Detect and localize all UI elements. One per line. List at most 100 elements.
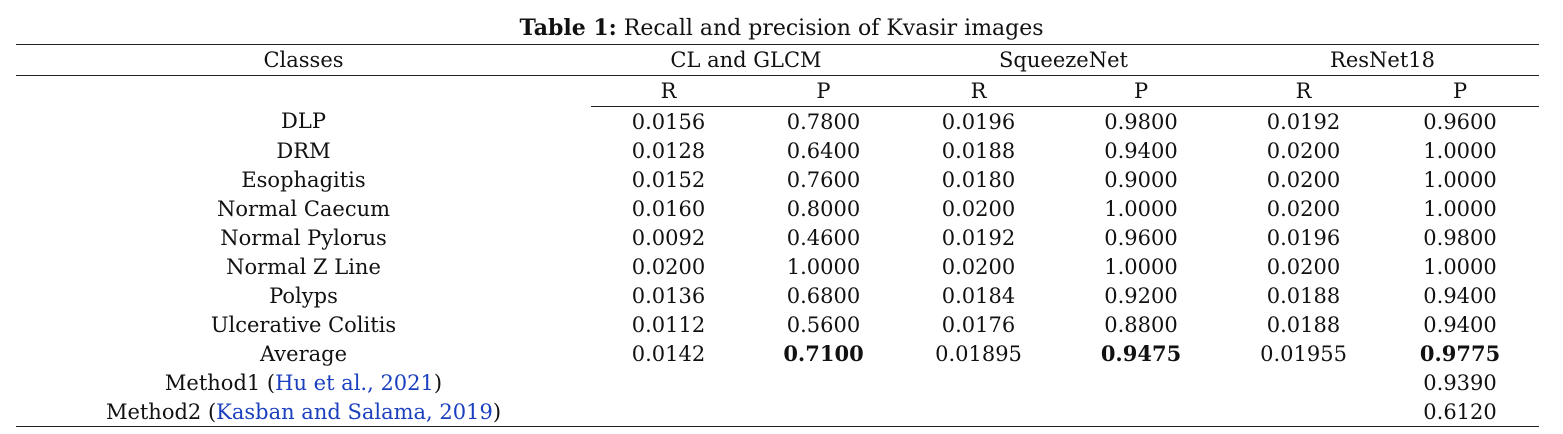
table-cell: 0.0200: [1266, 196, 1341, 221]
subheader-cell: P: [1056, 75, 1227, 107]
method-suffix: ): [492, 399, 502, 424]
table-cell: 0.9400: [1423, 312, 1497, 337]
table-cell: 0.8000: [786, 196, 861, 221]
table-cell: 0.0192: [1266, 109, 1341, 134]
method-prefix: Method1 (: [164, 370, 276, 395]
table-cell: 0.0200: [1266, 138, 1341, 163]
table-row: Normal Z Line 0.0200 1.0000 0.0200 1.000…: [16, 252, 1539, 281]
row-label: Normal Pylorus: [220, 225, 387, 250]
table-cell: 0.8800: [1104, 312, 1178, 337]
table-cell: 1.0000: [786, 254, 861, 279]
table-cell: 0.0092: [631, 225, 706, 250]
table-cell: 0.0176: [941, 312, 1016, 337]
table-cell: 0.9400: [1423, 283, 1497, 308]
table-cell: 0.0188: [1266, 283, 1341, 308]
table-cell: 0.0112: [631, 312, 706, 337]
table-cell: 0.01895: [935, 341, 1022, 366]
method-suffix: ): [433, 370, 443, 395]
header-group-squeezenet: SqueezeNet: [901, 44, 1227, 76]
table-caption: Table 1: Recall and precision of Kvasir …: [0, 14, 1563, 43]
table-cell: 0.9200: [1104, 283, 1178, 308]
method-label: Method2 (Kasban and Salama, 2019): [16, 397, 591, 427]
table-cell: 0.0200: [631, 254, 706, 279]
table-row: Polyps 0.0136 0.6800 0.0184 0.9200 0.018…: [16, 281, 1539, 310]
table-cell: 0.0136: [631, 283, 706, 308]
row-label: Normal Z Line: [226, 254, 381, 279]
table-cell: 0.0200: [941, 196, 1016, 221]
table-cell: 0.6400: [786, 138, 861, 163]
row-label: DLP: [281, 109, 326, 134]
table-cell: 0.0192: [941, 225, 1016, 250]
table-row: Ulcerative Colitis 0.0112 0.5600 0.0176 …: [16, 310, 1539, 339]
table-cell: 0.9800: [1104, 109, 1178, 134]
subheader-cell: R: [901, 75, 1056, 107]
table-cell-highlight: 0.9475: [1100, 341, 1182, 366]
table-row: DLP 0.0156 0.7800 0.0196 0.9800 0.0192 0…: [16, 107, 1539, 137]
average-row: Average 0.0142 0.7100 0.01895 0.9475 0.0…: [16, 339, 1539, 368]
table-cell-highlight: 0.9775: [1419, 341, 1501, 366]
table-cell: 0.6800: [786, 283, 861, 308]
subheader-cell: R: [1226, 75, 1382, 107]
row-label: Ulcerative Colitis: [210, 312, 397, 337]
subheader-cell: P: [746, 75, 901, 107]
table-cell: 0.9600: [1104, 225, 1178, 250]
header-group-resnet18: ResNet18: [1226, 44, 1540, 76]
table-row: Esophagitis 0.0152 0.7600 0.0180 0.9000 …: [16, 165, 1539, 194]
table-cell: 0.0196: [1266, 225, 1341, 250]
table-cell: 0.9600: [1423, 109, 1497, 134]
table-cell: 0.0188: [1266, 312, 1341, 337]
table-cell: 0.0184: [941, 283, 1016, 308]
table-cell: 0.0200: [1266, 167, 1341, 192]
table-cell: 0.7600: [786, 167, 861, 192]
table-cell: 0.0196: [941, 109, 1016, 134]
table-cell: 0.9390: [1423, 370, 1497, 395]
header-row: Classes CL and GLCM SqueezeNet ResNet18: [16, 44, 1540, 76]
caption-text: Recall and precision of Kvasir images: [623, 16, 1044, 41]
table-cell: 1.0000: [1104, 196, 1178, 221]
table-cell: 0.0156: [631, 109, 706, 134]
table-cell: 0.0160: [631, 196, 706, 221]
subheader-cell: P: [1381, 75, 1540, 107]
table-cell: 0.0200: [1266, 254, 1341, 279]
method-row: Method1 (Hu et al., 2021) 0.9390: [16, 368, 1539, 397]
table-cell: 0.9000: [1104, 167, 1178, 192]
table-cell-highlight: 0.7100: [783, 341, 864, 366]
table-cell: 0.0200: [941, 254, 1016, 279]
method-row: Method2 (Kasban and Salama, 2019) 0.6120: [16, 397, 1540, 427]
table-cell: 0.01955: [1260, 341, 1347, 366]
table-cell: 1.0000: [1423, 167, 1497, 192]
citation-link[interactable]: Kasban and Salama, 2019: [216, 399, 493, 424]
table-row: Normal Caecum 0.0160 0.8000 0.0200 1.000…: [16, 194, 1539, 223]
table-cell: 0.9800: [1423, 225, 1497, 250]
method-label: Method1 (Hu et al., 2021): [16, 368, 591, 397]
table-cell: 0.0152: [631, 167, 706, 192]
table-row: DRM 0.0128 0.6400 0.0188 0.9400 0.0200 1…: [16, 136, 1539, 165]
table-cell: 0.0180: [941, 167, 1016, 192]
table-cell: 1.0000: [1423, 138, 1497, 163]
table-cell: 0.9400: [1104, 138, 1178, 163]
table-cell: 0.0128: [631, 138, 706, 163]
subheader-empty: [16, 76, 591, 107]
table-cell: 0.0142: [631, 341, 706, 366]
citation-link[interactable]: Hu et al., 2021: [275, 370, 434, 395]
row-label: DRM: [276, 138, 331, 163]
table-row: Normal Pylorus 0.0092 0.4600 0.0192 0.96…: [16, 223, 1539, 252]
table-cell: 0.4600: [786, 225, 861, 250]
caption-label: Table 1:: [519, 15, 617, 41]
results-table: Classes CL and GLCM SqueezeNet ResNet18 …: [16, 44, 1540, 427]
row-label: Polyps: [269, 283, 338, 308]
row-label: Normal Caecum: [216, 196, 391, 221]
method-prefix: Method2 (: [105, 399, 217, 424]
row-label: Esophagitis: [241, 167, 366, 192]
table-cell: 1.0000: [1104, 254, 1178, 279]
table-cell: 0.5600: [786, 312, 861, 337]
table-cell: 0.6120: [1381, 397, 1540, 427]
row-label: Average: [259, 341, 348, 366]
table-cell: 1.0000: [1423, 196, 1497, 221]
table-cell: 0.7800: [786, 109, 861, 134]
header-group-cl-glcm: CL and GLCM: [591, 44, 901, 76]
header-classes: Classes: [16, 44, 591, 76]
subheader-row: R P R P R P: [16, 75, 1540, 107]
table-cell: 1.0000: [1423, 254, 1497, 279]
